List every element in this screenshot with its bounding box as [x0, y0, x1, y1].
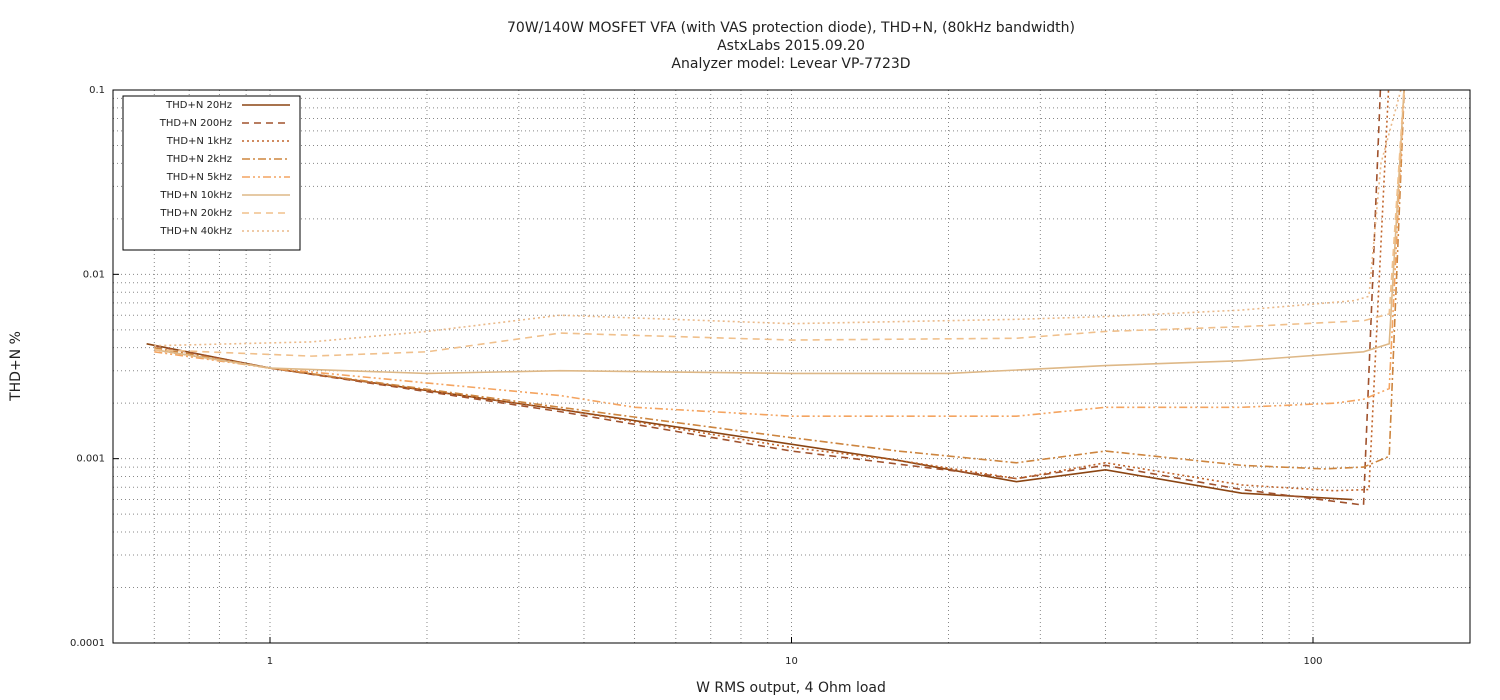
x-tick-label: 10 [785, 656, 798, 667]
legend-box [122, 95, 301, 251]
legend-label: THD+N 20Hz [165, 100, 232, 111]
legend-label: THD+N 20kHz [159, 208, 232, 219]
legend-label: THD+N 1kHz [166, 136, 232, 147]
x-axis-title: W RMS output, 4 Ohm load [696, 680, 886, 696]
x-tick-label: 100 [1303, 656, 1322, 667]
y-axis-title: THD+N % [8, 331, 24, 402]
series-line [154, 90, 1406, 470]
chart-subtitle: AstxLabs 2015.09.20 [717, 38, 865, 54]
series-line [154, 90, 1402, 347]
y-tick-label: 0.0001 [70, 638, 105, 649]
series-line [154, 90, 1405, 375]
chart-annotation: Analyzer model: Levear VP-7723D [671, 56, 910, 72]
legend-label: THD+N 200Hz [159, 118, 232, 129]
legend-label: THD+N 10kHz [159, 190, 232, 201]
y-tick-label: 0.1 [89, 85, 105, 96]
series-line [154, 90, 1405, 357]
legend-label: THD+N 40kHz [159, 226, 232, 237]
y-tick-label: 0.001 [76, 454, 105, 465]
series-line [154, 90, 1390, 492]
legend-label: THD+N 2kHz [166, 154, 232, 165]
legend: THD+N 20Hz THD+N 200Hz THD+N 1kHz THD+N 2kH… [122, 95, 301, 251]
grid [113, 89, 1470, 644]
chart-title: 70W/140W MOSFET VFA (with VAS protection… [507, 20, 1075, 36]
x-tick-label: 1 [267, 656, 273, 667]
plot-lines [146, 90, 1406, 506]
legend-label: THD+N 5kHz [166, 172, 232, 183]
y-tick-label: 0.01 [83, 269, 105, 280]
series-line [154, 90, 1405, 417]
series-line [154, 90, 1382, 506]
